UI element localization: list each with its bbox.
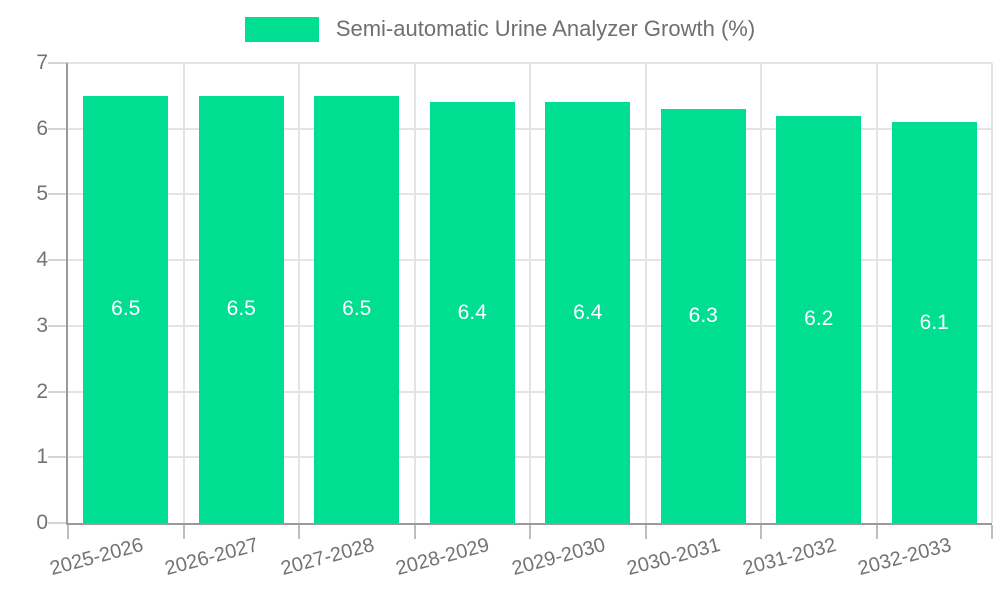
bar-value-label: 6.5: [226, 297, 256, 321]
x-gridline: [875, 63, 878, 523]
y-axis-label: 0: [36, 511, 48, 534]
x-gridline: [644, 63, 647, 523]
bar-value-label: 6.4: [573, 300, 603, 324]
x-axis-tick: [991, 525, 993, 539]
x-gridline: [182, 63, 185, 523]
y-axis-tick: [48, 127, 68, 130]
y-axis-label: 3: [36, 313, 48, 337]
bar-value-label: 6.3: [688, 304, 718, 327]
x-gridline: [529, 63, 531, 523]
y-axis-label: 4: [36, 248, 48, 272]
y-axis-tick: [48, 390, 68, 393]
bar-2026-2027[interactable]: [198, 95, 284, 523]
y-axis-tick: [48, 62, 68, 64]
legend-item[interactable]: Semi-automatic Urine Analyzer Growth (%): [0, 16, 1000, 42]
y-axis-label: 6: [36, 116, 48, 140]
y-axis-line: [66, 63, 68, 525]
x-axis-label: 2027-2028: [278, 534, 377, 581]
x-gridline: [413, 63, 416, 523]
bar-value-label: 6.4: [457, 300, 487, 324]
y-axis-tick: [48, 193, 68, 196]
bar-2031-2032[interactable]: [776, 115, 862, 523]
y-axis-tick: [48, 324, 68, 327]
x-axis-label: 2025-2026: [47, 534, 146, 581]
y-axis-label: 1: [36, 445, 48, 469]
bar-value-label: 6.5: [111, 297, 141, 321]
x-axis-label: 2032-2033: [855, 534, 954, 581]
bar-2025-2026[interactable]: [83, 95, 169, 523]
y-axis-tick: [48, 456, 68, 459]
x-axis-tick: [182, 525, 185, 539]
x-axis-label: 2031-2032: [740, 534, 839, 581]
x-axis-tick: [67, 525, 69, 539]
bar-2028-2029[interactable]: [429, 102, 515, 523]
bar-2027-2028[interactable]: [314, 95, 400, 523]
bar-value-label: 6.5: [342, 297, 372, 321]
x-gridline: [760, 63, 762, 523]
x-axis-label: 2026-2027: [162, 534, 261, 581]
y-axis-label: 7: [36, 51, 48, 74]
x-axis-tick: [298, 525, 300, 539]
x-axis-label: 2030-2031: [624, 534, 723, 581]
x-gridline: [991, 63, 993, 523]
y-axis-tick: [48, 259, 68, 262]
bar-2030-2031[interactable]: [660, 109, 746, 523]
bar-2029-2030[interactable]: [545, 102, 631, 523]
x-axis-tick: [644, 525, 647, 539]
bar-value-label: 6.1: [919, 310, 949, 334]
legend-label: Semi-automatic Urine Analyzer Growth (%): [335, 16, 756, 41]
bar-2032-2033[interactable]: [891, 122, 977, 523]
x-axis-tick: [529, 525, 531, 539]
legend-swatch: [244, 16, 319, 42]
x-axis-tick: [413, 525, 416, 539]
y-axis-label: 2: [36, 379, 48, 403]
y-axis-label: 5: [36, 182, 48, 206]
x-axis-label: 2029-2030: [509, 534, 608, 581]
y-axis-tick: [48, 522, 68, 524]
x-axis-line: [66, 523, 992, 525]
x-gridline: [298, 63, 300, 523]
x-axis-tick: [760, 525, 762, 539]
x-axis-tick: [875, 525, 878, 539]
bar-value-label: 6.2: [804, 307, 834, 331]
x-axis-label: 2028-2029: [393, 534, 492, 581]
